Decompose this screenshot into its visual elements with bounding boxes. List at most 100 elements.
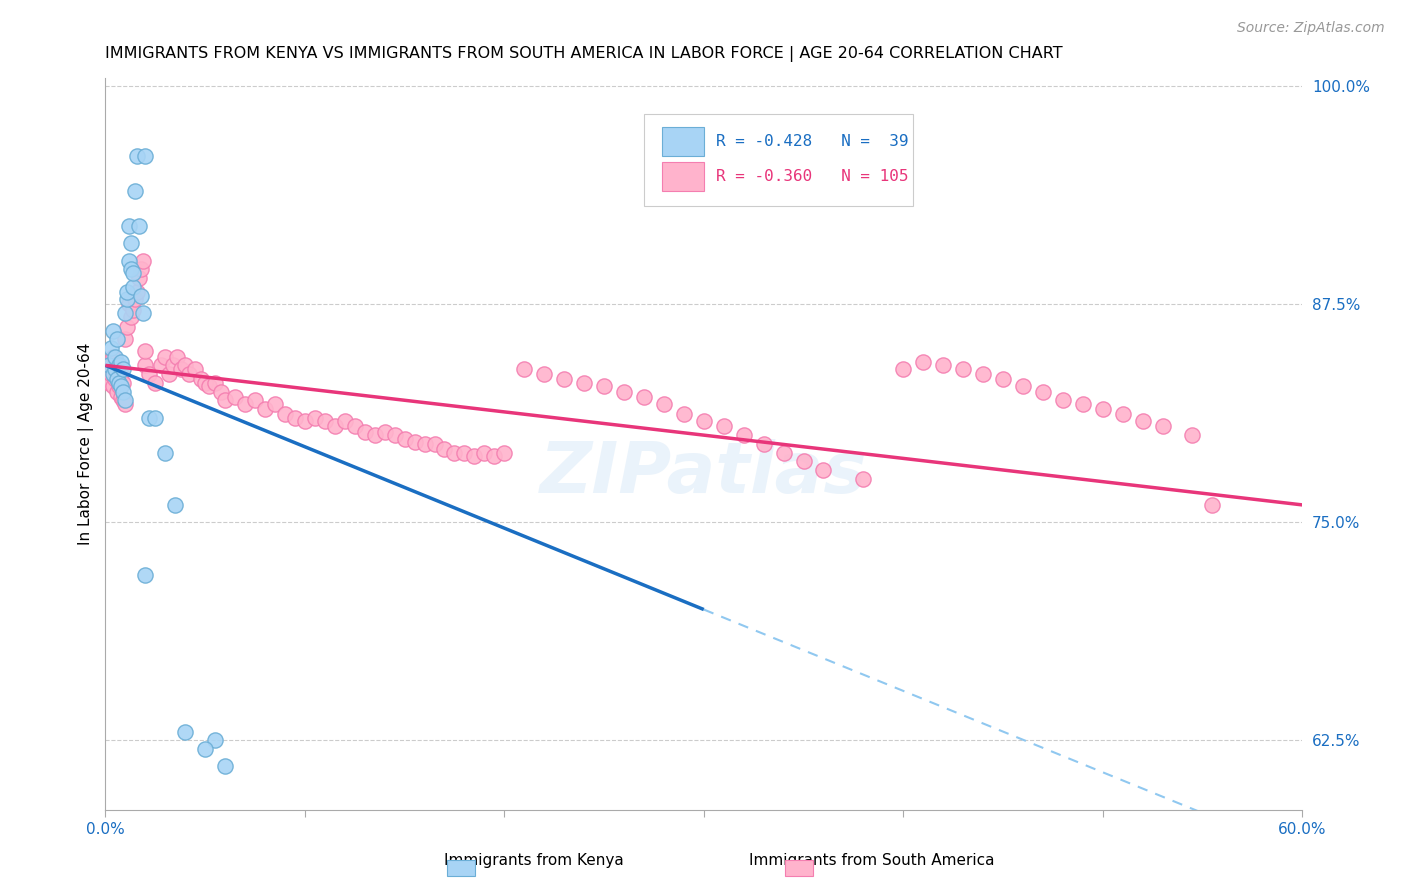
- Point: [1071, 397, 1094, 411]
- Point: [214, 759, 236, 773]
- Point: [394, 432, 416, 446]
- Point: [112, 393, 135, 408]
- Point: [214, 393, 236, 408]
- Point: [333, 414, 356, 428]
- Point: [122, 266, 145, 280]
- Point: [179, 367, 201, 381]
- Point: [184, 362, 207, 376]
- Point: [143, 410, 166, 425]
- Text: R = -0.360   N = 105: R = -0.360 N = 105: [716, 169, 908, 184]
- Point: [117, 285, 139, 300]
- Point: [323, 419, 346, 434]
- Point: [264, 397, 287, 411]
- Text: IMMIGRANTS FROM KENYA VS IMMIGRANTS FROM SOUTH AMERICA IN LABOR FORCE | AGE 20-6: IMMIGRANTS FROM KENYA VS IMMIGRANTS FROM…: [105, 46, 1063, 62]
- Point: [224, 390, 246, 404]
- Point: [100, 367, 122, 381]
- Point: [593, 379, 616, 393]
- FancyBboxPatch shape: [644, 114, 914, 206]
- Point: [112, 362, 135, 376]
- Point: [204, 376, 226, 390]
- Point: [103, 379, 125, 393]
- Point: [752, 437, 775, 451]
- Point: [194, 742, 217, 756]
- Point: [374, 425, 396, 439]
- Point: [143, 376, 166, 390]
- Point: [127, 149, 149, 163]
- Point: [162, 359, 184, 373]
- Point: [157, 367, 180, 381]
- Point: [138, 410, 160, 425]
- Point: [127, 285, 149, 300]
- Point: [120, 236, 142, 251]
- Point: [533, 367, 555, 381]
- Point: [122, 280, 145, 294]
- Point: [972, 367, 994, 381]
- Point: [120, 310, 142, 324]
- Point: [274, 407, 297, 421]
- Point: [122, 302, 145, 317]
- Point: [174, 359, 197, 373]
- Point: [170, 362, 193, 376]
- Point: [108, 376, 131, 390]
- Point: [118, 297, 141, 311]
- Point: [494, 445, 516, 459]
- Point: [1181, 428, 1204, 442]
- Point: [114, 306, 136, 320]
- Point: [1012, 379, 1035, 393]
- Point: [433, 442, 456, 456]
- Point: [108, 379, 131, 393]
- Point: [891, 362, 914, 376]
- Point: [253, 402, 276, 417]
- Point: [513, 362, 536, 376]
- Text: Immigrants from Kenya: Immigrants from Kenya: [444, 854, 624, 868]
- Text: R = -0.428   N =  39: R = -0.428 N = 39: [716, 134, 908, 149]
- Point: [104, 372, 127, 386]
- Point: [103, 367, 125, 381]
- Point: [693, 414, 716, 428]
- Point: [120, 262, 142, 277]
- Point: [343, 419, 366, 434]
- Point: [108, 359, 131, 373]
- Point: [128, 219, 150, 233]
- Point: [443, 445, 465, 459]
- Point: [243, 393, 266, 408]
- Point: [652, 397, 675, 411]
- Point: [413, 437, 436, 451]
- Point: [105, 332, 128, 346]
- Point: [104, 350, 127, 364]
- Point: [852, 472, 875, 486]
- Point: [209, 384, 232, 399]
- Point: [110, 390, 132, 404]
- Point: [105, 362, 128, 376]
- Point: [117, 320, 139, 334]
- Point: [194, 376, 217, 390]
- Point: [166, 350, 188, 364]
- Point: [114, 393, 136, 408]
- Point: [453, 445, 475, 459]
- Point: [912, 355, 935, 369]
- Point: [128, 271, 150, 285]
- Point: [174, 724, 197, 739]
- Point: [474, 445, 496, 459]
- Point: [772, 445, 794, 459]
- Point: [1052, 393, 1074, 408]
- Point: [792, 454, 814, 468]
- Text: ZIPatlas: ZIPatlas: [540, 439, 868, 508]
- Point: [103, 324, 125, 338]
- Point: [118, 253, 141, 268]
- Point: [105, 372, 128, 386]
- Point: [1111, 407, 1133, 421]
- FancyBboxPatch shape: [662, 161, 704, 191]
- Point: [104, 362, 127, 376]
- Point: [613, 384, 636, 399]
- Point: [118, 219, 141, 233]
- Point: [952, 362, 974, 376]
- Point: [110, 355, 132, 369]
- Point: [155, 350, 177, 364]
- Point: [124, 292, 146, 306]
- Point: [463, 449, 485, 463]
- Point: [112, 376, 135, 390]
- Point: [233, 397, 256, 411]
- Point: [204, 733, 226, 747]
- Text: Immigrants from South America: Immigrants from South America: [749, 854, 994, 868]
